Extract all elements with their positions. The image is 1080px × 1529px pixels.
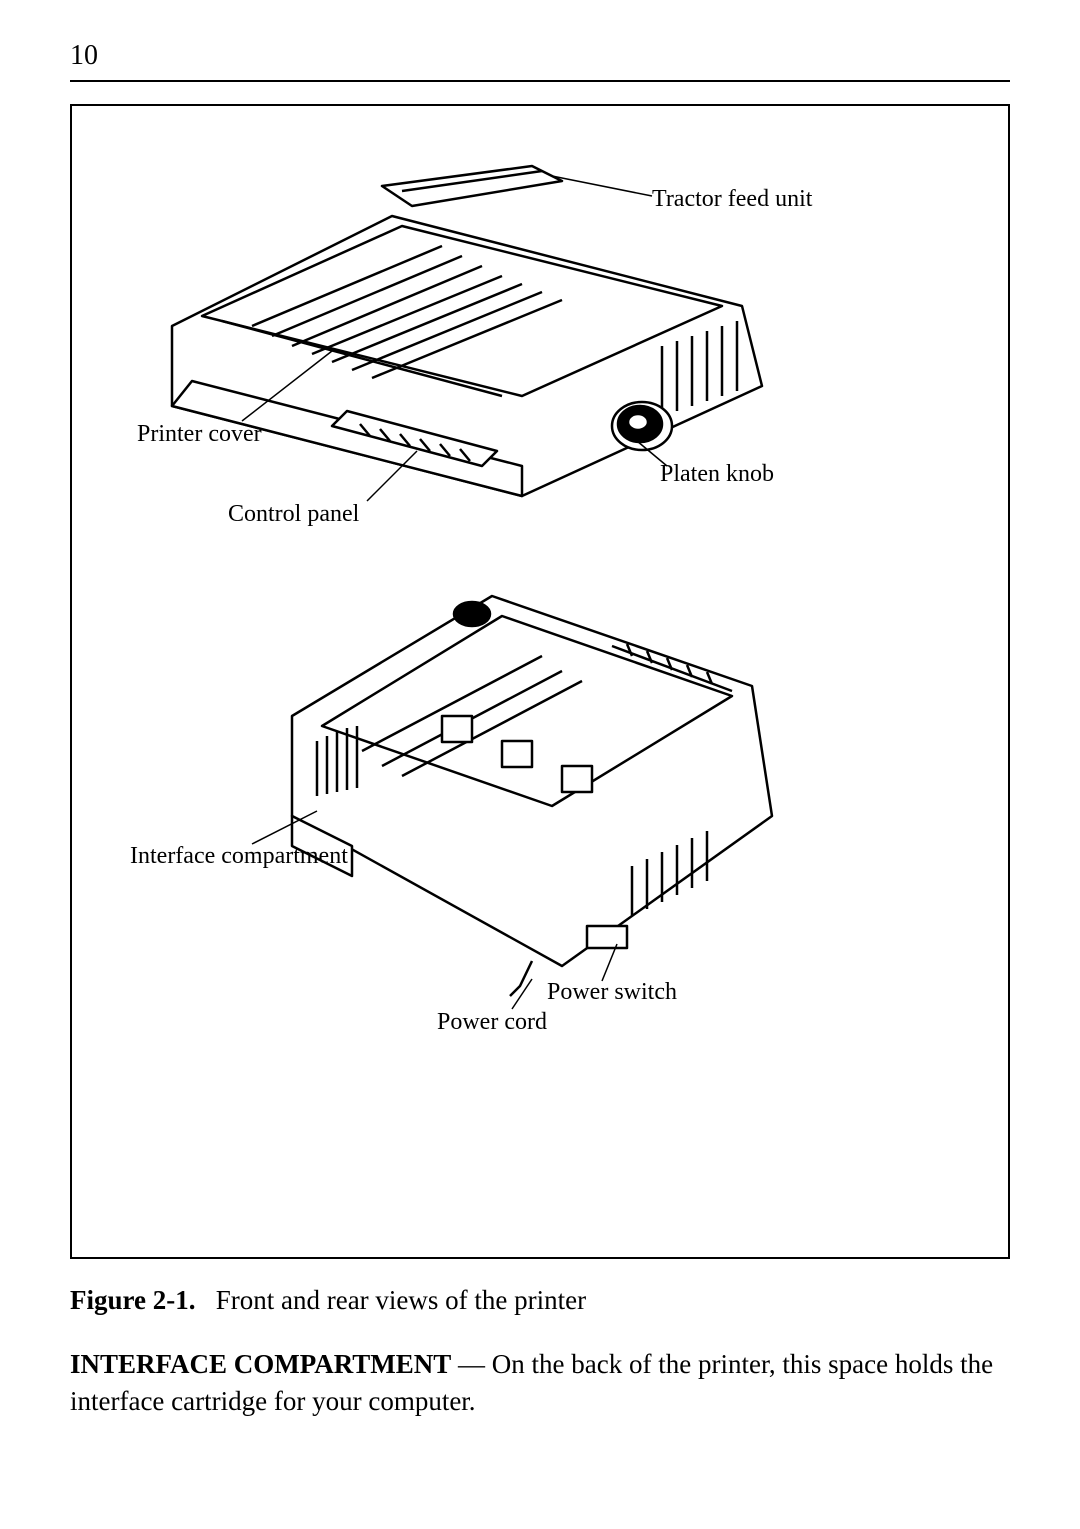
- figure-caption: Figure 2-1. Front and rear views of the …: [70, 1283, 1010, 1318]
- callout-line-powercord: [502, 974, 542, 1014]
- callout-tractor-feed: Tractor feed unit: [652, 186, 812, 213]
- section-term: INTERFACE COMPARTMENT: [70, 1349, 451, 1379]
- printer-rear-illustration: [232, 566, 812, 1016]
- callout-line-powerswitch: [592, 941, 632, 986]
- term-separator: —: [451, 1349, 492, 1379]
- caption-label: Figure 2-1.: [70, 1285, 195, 1315]
- page-container: 10: [0, 0, 1080, 1529]
- callout-interface: Interface compartment: [130, 843, 348, 870]
- callout-line-platen: [632, 436, 682, 476]
- caption-text: Front and rear views of the printer: [216, 1285, 586, 1315]
- callout-line-cover: [232, 346, 352, 426]
- figure-box: Tractor feed unit Printer cover Control …: [70, 104, 1010, 1259]
- callout-line-control: [362, 446, 432, 506]
- callout-line-interface: [247, 806, 327, 846]
- body-paragraph: INTERFACE COMPARTMENT — On the back of t…: [70, 1346, 1010, 1419]
- page-number: 10: [70, 40, 1010, 72]
- callout-control-panel: Control panel: [228, 501, 359, 528]
- header-rule: [70, 80, 1010, 82]
- callout-line-tractor: [542, 166, 662, 216]
